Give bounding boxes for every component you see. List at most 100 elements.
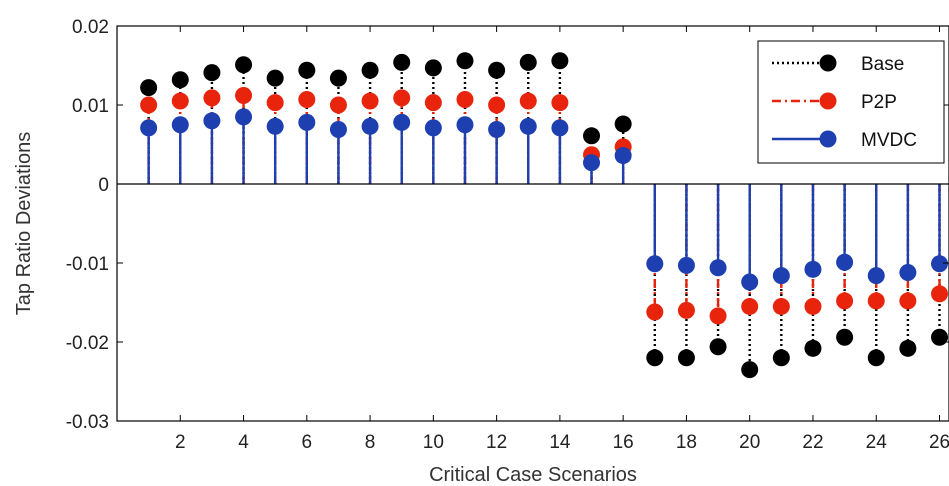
x-tick-label: 2	[175, 432, 186, 453]
marker-mvdc-19	[709, 259, 727, 277]
marker-base-12	[488, 61, 506, 79]
marker-mvdc-18	[677, 256, 695, 274]
legend-marker-base	[819, 54, 837, 72]
x-tick-label: 4	[238, 432, 249, 453]
marker-p2p-10	[424, 94, 442, 112]
x-tick-label: 22	[802, 432, 823, 453]
marker-p2p-22	[804, 297, 822, 315]
marker-base-13	[519, 53, 537, 71]
legend-entry-mvdc: MVDC	[772, 130, 917, 151]
marker-p2p-8	[361, 92, 379, 110]
y-tick-label: 0.01	[72, 96, 109, 117]
marker-mvdc-2	[171, 116, 189, 134]
marker-p2p-19	[709, 307, 727, 325]
legend-label-base: Base	[861, 54, 904, 75]
marker-base-4	[235, 56, 253, 74]
marker-base-24	[867, 349, 885, 367]
marker-base-10	[424, 59, 442, 77]
marker-mvdc-23	[836, 253, 854, 271]
x-tick-label: 6	[302, 432, 313, 453]
marker-base-18	[677, 349, 695, 367]
marker-base-15	[583, 127, 601, 145]
marker-p2p-4	[235, 87, 253, 105]
marker-base-8	[361, 61, 379, 79]
marker-p2p-7	[329, 96, 347, 114]
legend-marker-p2p	[819, 92, 837, 110]
legend-label-mvdc: MVDC	[861, 130, 917, 151]
x-tick-label: 24	[866, 432, 888, 453]
marker-p2p-18	[677, 301, 695, 319]
marker-base-22	[804, 339, 822, 357]
marker-base-26	[931, 328, 949, 346]
marker-base-20	[741, 361, 759, 379]
legend-label-p2p: P2P	[861, 92, 897, 113]
marker-base-5	[266, 69, 284, 87]
marker-base-25	[899, 339, 917, 357]
marker-mvdc-11	[456, 116, 474, 134]
marker-p2p-25	[899, 292, 917, 310]
marker-base-1	[140, 79, 158, 97]
marker-mvdc-13	[519, 117, 537, 135]
marker-base-6	[298, 61, 316, 79]
stem-markers	[140, 52, 949, 379]
marker-base-14	[551, 52, 569, 70]
marker-p2p-23	[836, 292, 854, 310]
marker-mvdc-25	[899, 263, 917, 281]
legend-entry-base: Base	[772, 54, 904, 75]
marker-base-7	[329, 69, 347, 87]
x-tick-label: 20	[739, 432, 760, 453]
marker-base-3	[203, 64, 221, 82]
marker-mvdc-20	[741, 273, 759, 291]
marker-mvdc-6	[298, 113, 316, 131]
y-tick-label: -0.02	[66, 333, 109, 354]
marker-base-17	[646, 349, 664, 367]
axis-ticks: 2 4 6 8 10 12 14 16 18 20 22 24 260.020.010-0.01-0.0…	[66, 17, 949, 453]
y-tick-label: -0.01	[66, 254, 109, 275]
legend-marker-mvdc	[819, 130, 837, 148]
marker-p2p-9	[393, 89, 411, 107]
x-axis-label: Critical Case Scenarios	[429, 464, 637, 486]
marker-p2p-2	[171, 92, 189, 110]
legend-box	[757, 40, 945, 164]
marker-p2p-14	[551, 94, 569, 112]
y-axis-label: Tap Ratio Deviations	[13, 132, 35, 315]
y-tick-label: 0.02	[72, 17, 109, 38]
y-tick-label: -0.03	[66, 412, 109, 433]
marker-base-9	[393, 53, 411, 71]
marker-mvdc-16	[614, 147, 632, 165]
marker-p2p-20	[741, 297, 759, 315]
marker-p2p-6	[298, 90, 316, 108]
marker-base-23	[836, 328, 854, 346]
marker-p2p-3	[203, 89, 221, 107]
x-tick-label: 16	[613, 432, 634, 453]
marker-p2p-24	[867, 292, 885, 310]
plot-frame	[116, 25, 949, 422]
marker-p2p-26	[931, 285, 949, 303]
marker-mvdc-17	[646, 255, 664, 273]
marker-mvdc-4	[235, 108, 253, 126]
x-tick-label: 18	[676, 432, 697, 453]
marker-mvdc-3	[203, 112, 221, 130]
marker-base-16	[614, 115, 632, 133]
marker-mvdc-26	[931, 255, 949, 273]
x-tick-label: 10	[423, 432, 444, 453]
marker-mvdc-7	[329, 120, 347, 138]
marker-mvdc-10	[424, 119, 442, 137]
marker-base-2	[171, 71, 189, 89]
legend: Base P2P MVDC	[757, 40, 945, 164]
marker-base-21	[772, 349, 790, 367]
x-tick-label: 8	[365, 432, 376, 453]
marker-mvdc-9	[393, 113, 411, 131]
marker-base-19	[709, 338, 727, 356]
marker-mvdc-22	[804, 260, 822, 278]
marker-mvdc-14	[551, 119, 569, 137]
legend-entry-p2p: P2P	[772, 92, 897, 113]
y-tick-label: 0	[98, 175, 109, 196]
marker-p2p-11	[456, 90, 474, 108]
marker-mvdc-15	[583, 154, 601, 172]
marker-mvdc-5	[266, 117, 284, 135]
marker-p2p-5	[266, 94, 284, 112]
x-tick-label: 12	[486, 432, 507, 453]
marker-mvdc-8	[361, 117, 379, 135]
